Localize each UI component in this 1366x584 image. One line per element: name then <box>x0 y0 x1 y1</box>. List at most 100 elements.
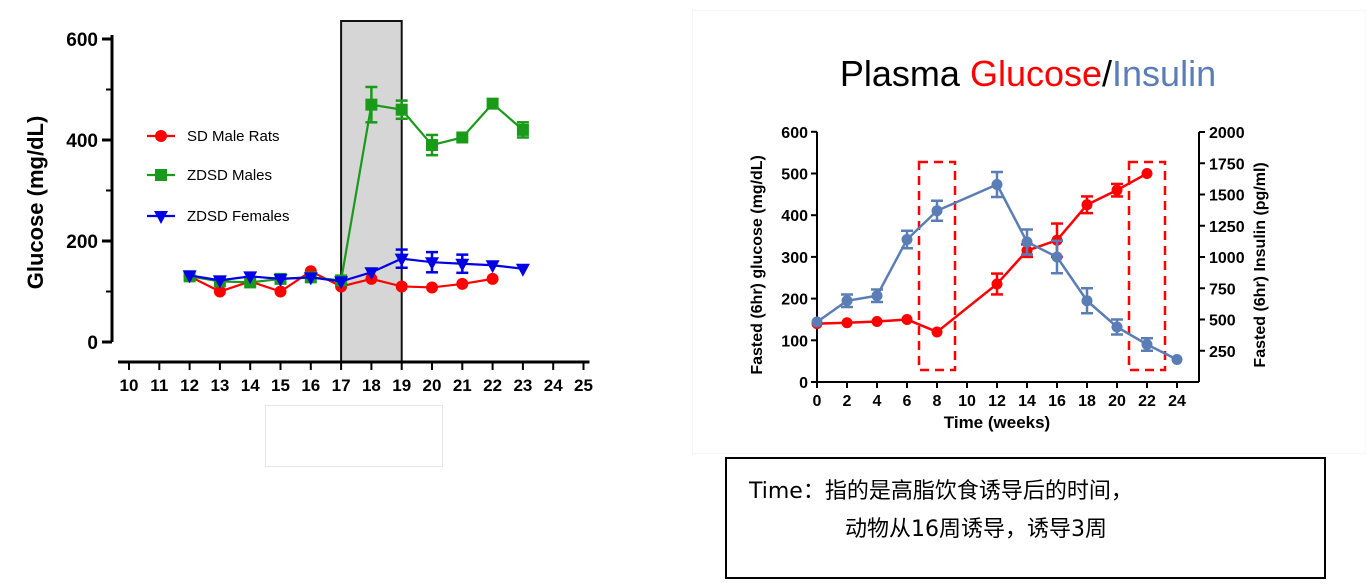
x-tick-label-22: 22 <box>1138 393 1156 410</box>
x-tick-label-22: 22 <box>483 376 502 395</box>
series-0 <box>811 168 1153 338</box>
series-0-point-9 <box>456 277 469 290</box>
time-note-box: Time：指的是高脂饮食诱导后的时间， 动物从16周诱导，诱导3周 <box>725 457 1326 579</box>
y-right-tick-label-1250: 1250 <box>1209 219 1245 236</box>
series-1-point-10 <box>486 97 499 110</box>
series-1-point-9 <box>1111 321 1123 333</box>
series-1-point-11 <box>1171 354 1183 365</box>
y-right-tick-label-250: 250 <box>1209 344 1236 361</box>
legend-label-2: ZDSD Females <box>187 208 290 225</box>
series-1-point-6 <box>365 98 378 111</box>
x-tick-label-10: 10 <box>958 393 976 410</box>
series-2-point-3 <box>273 273 288 287</box>
legend-marker-1 <box>155 169 167 181</box>
series-1-point-10 <box>1141 339 1153 350</box>
x-tick-label-18: 18 <box>362 376 381 395</box>
series-1-point-6 <box>1021 236 1033 248</box>
x-tick-label-20: 20 <box>1108 393 1126 410</box>
x-tick-label-11: 11 <box>150 376 168 395</box>
y-left-tick-label-200: 200 <box>781 292 808 309</box>
y-tick-label-400: 400 <box>66 131 98 152</box>
y-left-axis-label: Fasted (6hr) glucose (mg/dL) <box>749 155 766 375</box>
y-left-tick-label-100: 100 <box>781 333 808 350</box>
x-tick-label-17: 17 <box>332 376 351 395</box>
series-0-point-2 <box>871 316 883 328</box>
x-tick-label-16: 16 <box>1048 393 1066 410</box>
series-2-point-5 <box>334 276 349 290</box>
x-tick-label-23: 23 <box>513 376 532 395</box>
series-0-point-5 <box>991 278 1003 290</box>
y-right-tick-label-1500: 1500 <box>1209 188 1245 205</box>
series-line-2 <box>189 257 524 283</box>
series-0-point-10 <box>1141 168 1153 179</box>
series-1-point-2 <box>871 290 883 302</box>
series-2-point-1 <box>212 275 227 289</box>
series-2-point-10 <box>485 260 500 274</box>
time-note-line-2: 动物从16周诱导，诱导3周 <box>845 517 1107 542</box>
x-tick-label-24: 24 <box>1168 393 1186 410</box>
x-tick-label-12: 12 <box>180 376 199 395</box>
time-note-line-1: Time：指的是高脂饮食诱导后的时间， <box>749 479 1133 504</box>
x-tick-label-0: 0 <box>813 393 822 410</box>
series-0-point-8 <box>1081 199 1093 211</box>
series-1-point-8 <box>1081 295 1093 307</box>
x-tick-label-25: 25 <box>574 376 593 395</box>
series-0-point-9 <box>1111 184 1123 196</box>
age-axis-label-box <box>265 405 443 467</box>
x-tick-label-18: 18 <box>1078 393 1096 410</box>
y-axis-label: Glucose (mg/dL) <box>23 116 48 290</box>
x-tick-label-8: 8 <box>933 393 942 410</box>
x-tick-label-14: 14 <box>241 376 260 395</box>
y-left-tick-label-0: 0 <box>799 375 808 392</box>
x-tick-label-6: 6 <box>903 393 912 410</box>
x-tick-label-12: 12 <box>988 393 1006 410</box>
x-tick-label-19: 19 <box>392 376 411 395</box>
x-tick-label-20: 20 <box>423 376 442 395</box>
series-1-point-7 <box>395 103 408 116</box>
x-tick-label-14: 14 <box>1018 393 1036 410</box>
y-right-tick-label-1750: 1750 <box>1209 156 1245 173</box>
x-tick-label-16: 16 <box>301 376 320 395</box>
series-1-point-9 <box>456 131 469 144</box>
y-left-tick-label-400: 400 <box>781 208 808 225</box>
series-2 <box>182 248 530 290</box>
series-1-point-0 <box>811 316 823 328</box>
series-1 <box>811 170 1183 365</box>
series-1-point-3 <box>901 234 913 245</box>
series-2-point-8 <box>425 257 439 271</box>
series-1-point-1 <box>841 295 853 307</box>
chart-title-part-3: Insulin <box>1112 53 1216 94</box>
series-0-point-1 <box>213 285 226 298</box>
x-tick-label-10: 10 <box>120 376 139 395</box>
x-tick-label-13: 13 <box>210 376 229 395</box>
series-1-point-8 <box>426 139 438 152</box>
series-1-point-4 <box>931 205 943 217</box>
x-tick-label-2: 2 <box>843 393 852 410</box>
x-tick-label-4: 4 <box>873 393 882 410</box>
highlight-box-0 <box>917 160 957 372</box>
y-right-tick-label-1000: 1000 <box>1209 250 1245 267</box>
chart-title: Plasma Glucose/Insulin <box>840 53 1216 94</box>
right-chart-frame <box>692 10 1366 454</box>
highlight-box-1 <box>1127 160 1167 372</box>
series-1-point-11 <box>516 123 529 136</box>
chart-title-part-1: Glucose <box>970 53 1102 94</box>
y-left-tick-label-500: 500 <box>781 167 808 184</box>
glucose-age-chart: 0 200 400 600 10 11 12 13 14 15 16 17 18 19 20 21 22 23 24… <box>23 20 593 395</box>
series-2-point-9 <box>455 258 470 272</box>
y-left-tick-label-600: 600 <box>781 125 808 142</box>
shaded-region-17-19 <box>340 20 403 363</box>
x-tick-label-24: 24 <box>544 376 563 395</box>
y-right-tick-label-750: 750 <box>1209 281 1236 298</box>
y-tick-label-0: 0 <box>87 333 98 354</box>
y-right-tick-label-2000: 2000 <box>1209 125 1245 142</box>
legend-marker-2 <box>154 211 168 224</box>
x-tick-label-21: 21 <box>453 376 472 395</box>
series-2-point-2 <box>243 271 258 285</box>
series-2-point-0 <box>182 270 197 284</box>
series-0-point-3 <box>274 285 287 298</box>
series-1-point-5 <box>991 179 1003 190</box>
chart-title-part-2: / <box>1102 53 1112 94</box>
y-left-tick-label-300: 300 <box>781 250 808 267</box>
series-0-point-7 <box>395 280 408 293</box>
